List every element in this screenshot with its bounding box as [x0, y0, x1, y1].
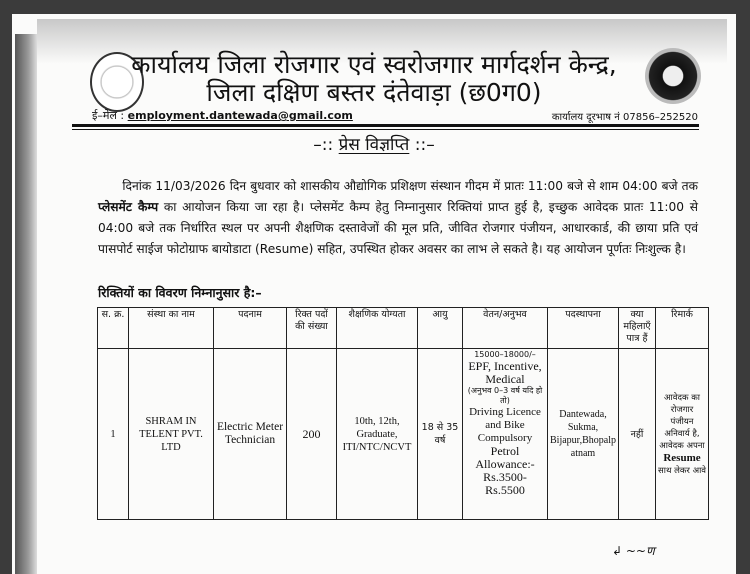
remark-resume: Resume	[663, 451, 701, 464]
paragraph-part: दिनांक 11/03/2026 दिन बुधवार को शासकीय औ…	[122, 179, 698, 193]
remark-end: साथ लेकर आवे	[658, 465, 706, 476]
press-title-text: प्रेस विज्ञप्ति	[338, 135, 410, 155]
phone-label: कार्यालय दूरभाष नं	[551, 112, 620, 123]
col-header: स. क्र.	[97, 307, 129, 349]
col-header: संस्था का नाम	[128, 307, 214, 349]
col-header: रिमार्क	[655, 307, 709, 349]
col-header: वेतन/अनुभव	[462, 307, 548, 349]
office-district: जिला दक्षिण बस्तर दंतेवाड़ा (छ0ग0)	[206, 78, 542, 107]
salary-range: 15000–18000/–	[474, 350, 536, 359]
cell-remark: आवेदक का रोजगार पंजीयन अनिवार्य है, आवेद…	[655, 348, 709, 520]
phone-number: 07856–252520	[623, 112, 698, 123]
vacancy-subheading: रिक्तियों का विवरण निम्नानुसार है:–	[98, 285, 262, 300]
press-prefix: –::	[313, 135, 334, 155]
phone-line: कार्यालय दूरभाष नं 07856–252520	[552, 109, 698, 123]
col-header: क्या महिलाएँ पात्र हैं	[618, 307, 656, 349]
scan-gradient	[37, 19, 727, 64]
cell-vacancies: 200	[286, 348, 337, 520]
cell-age: 18 से 35 वर्ष	[417, 348, 463, 520]
cell-salary: 15000–18000/– EPF, Incentive, Medical (अ…	[462, 348, 548, 520]
cell-company: SHRAM IN TELENT PVT. LTD	[128, 348, 214, 520]
table-row: 1 SHRAM IN TELENT PVT. LTD Electric Mete…	[97, 348, 709, 520]
cell-women-eligible: नहीं	[618, 348, 656, 520]
petrol-allowance: Petrol Allowance:- Rs.3500- Rs.5500	[475, 444, 535, 497]
email-link[interactable]: employment.dantewada@gmail.com	[127, 109, 353, 122]
press-release-title: –:: प्रेस विज्ञप्ति ::–	[12, 132, 736, 155]
paragraph-part: का आयोजन किया जा रहा है। प्लेसमेंट कैम्प…	[98, 200, 698, 256]
header-divider-thin	[72, 129, 699, 130]
email-line: ई–मेल : employment.dantewada@gmail.com	[92, 108, 353, 123]
col-header: पदस्थापना	[547, 307, 619, 349]
experience: (अनुभव 0–3 वर्ष यदि हो तो)	[467, 386, 543, 405]
government-emblem-logo	[90, 52, 144, 112]
placement-camp-bold: प्लेसमेंट कैम्प	[98, 200, 159, 214]
document-page: कार्यालय जिला रोजगार एवं स्वरोजगार मार्ग…	[12, 14, 736, 574]
table-header-row: स. क्र. संस्था का नाम पदनाम रिक्त पदों क…	[97, 307, 709, 349]
body-paragraph: दिनांक 11/03/2026 दिन बुधवार को शासकीय औ…	[98, 176, 698, 260]
scan-shadow	[15, 34, 37, 574]
press-suffix: ::–	[414, 135, 435, 155]
col-header: आयु	[417, 307, 463, 349]
vacancy-table: स. क्र. संस्था का नाम पदनाम रिक्त पदों क…	[97, 307, 709, 520]
salary-benefits: EPF, Incentive, Medical	[468, 359, 542, 386]
requirements: Driving Licence and Bike Compulsory	[469, 406, 541, 444]
employment-office-logo	[645, 48, 701, 104]
col-header: शैक्षणिक योग्यता	[336, 307, 418, 349]
cell-post: Electric Meter Technician	[213, 348, 287, 520]
cell-qualification: 10th, 12th, Graduate, ITI/NTC/NCVT	[336, 348, 418, 520]
header-divider	[72, 124, 699, 127]
office-title: कार्यालय जिला रोजगार एवं स्वरोजगार मार्ग…	[131, 50, 617, 79]
cell-sr: 1	[97, 348, 129, 520]
signature-mark: ↲ ~~ण	[612, 544, 655, 558]
col-header: पदनाम	[213, 307, 287, 349]
col-header: रिक्त पदों की संख्या	[286, 307, 337, 349]
email-label: ई–मेल :	[92, 109, 125, 122]
remark-text: आवेदक का रोजगार पंजीयन अनिवार्य है, आवेद…	[659, 392, 705, 451]
cell-location: Dantewada, Sukma, Bijapur,Bhopalpatnam	[547, 348, 619, 520]
